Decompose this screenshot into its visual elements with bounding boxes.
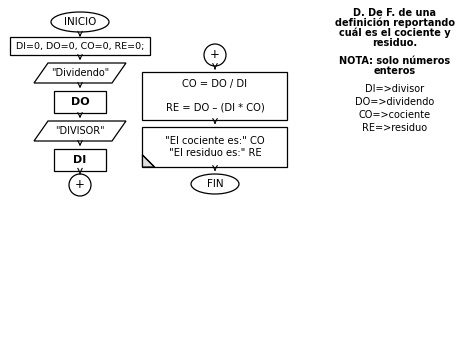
Text: cuál es el cociente y: cuál es el cociente y: [339, 28, 451, 38]
Ellipse shape: [204, 44, 226, 66]
FancyBboxPatch shape: [143, 72, 288, 120]
FancyBboxPatch shape: [54, 149, 106, 171]
Text: DO=>dividendo: DO=>dividendo: [356, 97, 435, 107]
FancyBboxPatch shape: [10, 37, 150, 55]
Text: DI=0, DO=0, CO=0, RE=0;: DI=0, DO=0, CO=0, RE=0;: [16, 42, 144, 50]
Ellipse shape: [69, 174, 91, 196]
Polygon shape: [34, 121, 126, 141]
Text: RE=>residuo: RE=>residuo: [363, 123, 428, 133]
Text: FIN: FIN: [207, 179, 223, 189]
Text: "DIVISOR": "DIVISOR": [55, 126, 105, 136]
Text: D. De F. de una: D. De F. de una: [354, 8, 437, 18]
Text: NOTA: solo números: NOTA: solo números: [339, 56, 451, 66]
Text: definición reportando: definición reportando: [335, 18, 455, 28]
Polygon shape: [143, 155, 155, 167]
Text: CO = DO / DI

RE = DO – (DI * CO): CO = DO / DI RE = DO – (DI * CO): [165, 80, 264, 113]
Text: DI=>divisor: DI=>divisor: [365, 84, 425, 94]
Text: DO: DO: [71, 97, 89, 107]
Text: "El cociente es:" CO
"El residuo es:" RE: "El cociente es:" CO "El residuo es:" RE: [165, 136, 265, 158]
Text: CO=>cociente: CO=>cociente: [359, 110, 431, 120]
Text: DI: DI: [73, 155, 87, 165]
Polygon shape: [34, 63, 126, 83]
Text: "Dividendo": "Dividendo": [51, 68, 109, 78]
Ellipse shape: [51, 12, 109, 32]
Text: +: +: [210, 49, 220, 61]
FancyBboxPatch shape: [54, 91, 106, 113]
FancyBboxPatch shape: [143, 127, 288, 167]
Ellipse shape: [191, 174, 239, 194]
Text: residuo.: residuo.: [373, 38, 418, 48]
Text: INICIO: INICIO: [64, 17, 96, 27]
Text: +: +: [75, 179, 85, 191]
Text: enteros: enteros: [374, 66, 416, 76]
